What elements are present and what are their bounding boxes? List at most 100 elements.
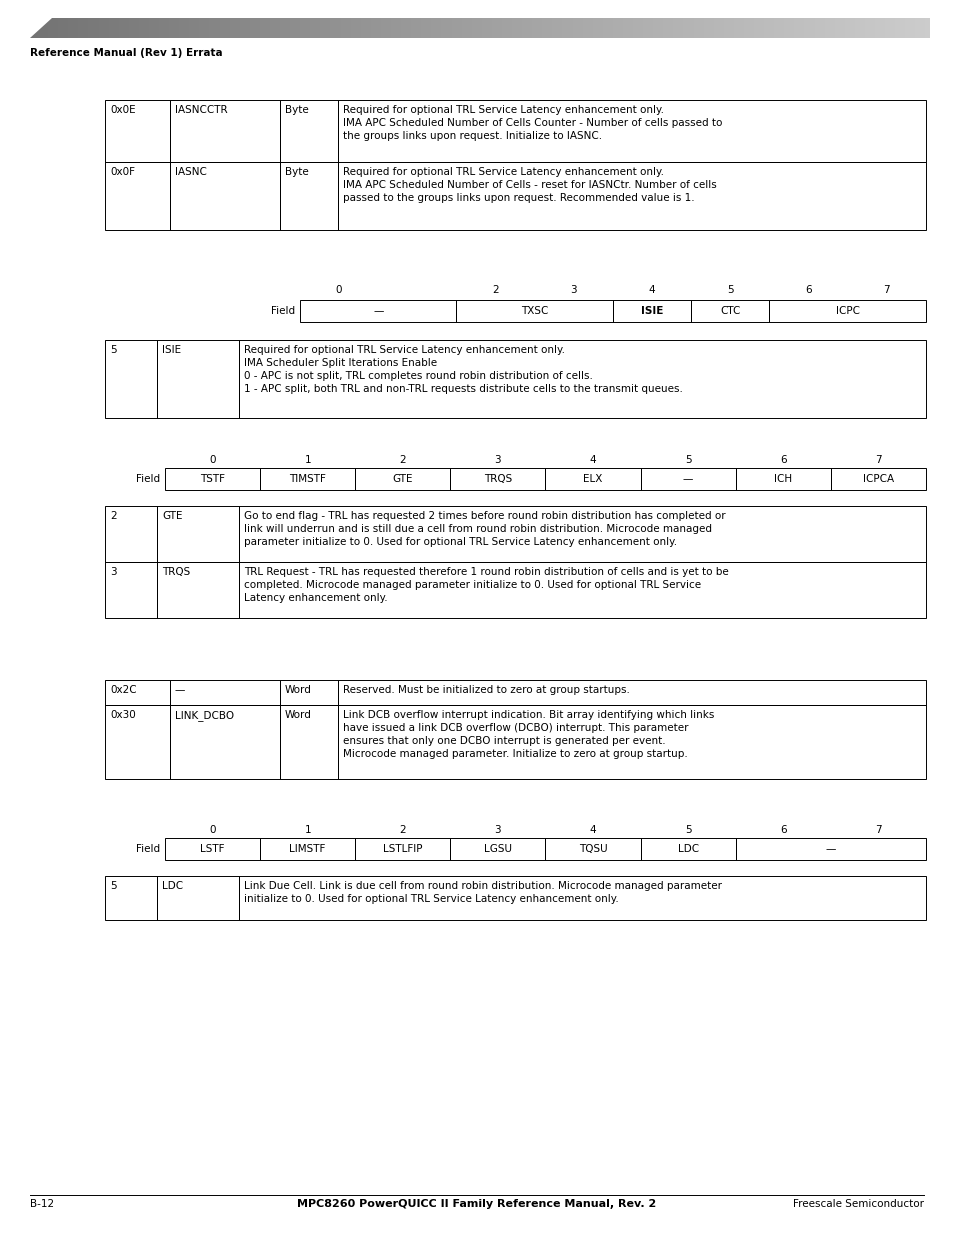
Bar	[502, 19, 503, 38]
Bar	[91, 19, 92, 38]
Bar	[830, 19, 831, 38]
Bar	[333, 19, 334, 38]
Bar	[339, 19, 340, 38]
Bar	[706, 19, 707, 38]
Bar	[657, 19, 658, 38]
Bar	[105, 876, 157, 920]
Bar	[352, 19, 353, 38]
Text: 5: 5	[684, 825, 691, 835]
Bar	[857, 19, 858, 38]
Bar	[457, 19, 458, 38]
Bar	[305, 19, 306, 38]
Bar	[904, 19, 905, 38]
Bar	[803, 19, 804, 38]
Text: Byte: Byte	[285, 105, 309, 115]
Bar	[842, 19, 843, 38]
Bar	[47, 19, 48, 38]
Bar	[911, 19, 912, 38]
Bar	[697, 19, 698, 38]
Bar	[709, 19, 710, 38]
Bar	[424, 19, 426, 38]
Bar	[876, 19, 877, 38]
Bar	[648, 19, 649, 38]
Bar	[485, 19, 486, 38]
Bar	[699, 19, 700, 38]
Bar	[416, 19, 417, 38]
Bar	[426, 19, 427, 38]
Bar	[75, 19, 76, 38]
Bar	[450, 468, 545, 490]
Bar	[895, 19, 896, 38]
Bar	[714, 19, 716, 38]
Bar	[571, 19, 572, 38]
Bar	[891, 19, 892, 38]
Text: B-12: B-12	[30, 1199, 54, 1209]
Bar	[776, 19, 778, 38]
Bar	[375, 19, 376, 38]
Bar	[873, 19, 874, 38]
Bar	[817, 19, 818, 38]
Bar	[306, 19, 307, 38]
Bar	[568, 19, 569, 38]
Bar	[192, 19, 193, 38]
Text: passed to the groups links upon request. Recommended value is 1.: passed to the groups links upon request.…	[343, 193, 694, 203]
Bar	[438, 19, 439, 38]
Bar	[557, 19, 558, 38]
Bar	[778, 19, 779, 38]
Bar	[113, 19, 115, 38]
Bar	[553, 19, 554, 38]
Text: LIMSTF: LIMSTF	[289, 844, 326, 853]
Bar	[729, 19, 730, 38]
Bar	[500, 19, 501, 38]
Bar	[773, 19, 774, 38]
Bar	[107, 19, 108, 38]
Bar	[644, 19, 645, 38]
Bar	[234, 19, 235, 38]
Bar	[206, 19, 207, 38]
Bar	[221, 19, 222, 38]
Bar	[262, 19, 263, 38]
Bar	[809, 19, 810, 38]
Bar	[118, 19, 119, 38]
Bar	[65, 19, 66, 38]
Bar	[169, 19, 170, 38]
Bar	[312, 19, 313, 38]
Bar	[728, 19, 729, 38]
Bar	[846, 19, 847, 38]
Bar	[797, 19, 799, 38]
Bar	[604, 19, 605, 38]
Bar	[577, 19, 578, 38]
Bar	[215, 19, 216, 38]
Bar	[772, 19, 773, 38]
Bar	[637, 19, 638, 38]
Bar	[673, 19, 675, 38]
Text: LINK_DCBO: LINK_DCBO	[174, 710, 233, 721]
Bar	[83, 19, 84, 38]
Text: completed. Microcode managed parameter initialize to 0. Used for optional TRL Se: completed. Microcode managed parameter i…	[244, 580, 700, 590]
Bar	[268, 19, 269, 38]
Bar	[446, 19, 447, 38]
Bar	[358, 19, 359, 38]
Bar	[765, 19, 766, 38]
Text: 1 - APC split, both TRL and non-TRL requests distribute cells to the transmit qu: 1 - APC split, both TRL and non-TRL requ…	[244, 384, 682, 394]
Bar	[453, 19, 454, 38]
Bar	[38, 19, 39, 38]
Bar	[85, 19, 86, 38]
Text: TRQS: TRQS	[483, 474, 512, 484]
Bar	[317, 19, 318, 38]
Text: 2: 2	[492, 285, 498, 295]
Bar	[30, 19, 32, 38]
Bar	[814, 19, 815, 38]
Bar	[125, 19, 126, 38]
Bar	[865, 19, 866, 38]
Bar	[444, 19, 446, 38]
Bar	[916, 19, 917, 38]
Bar	[815, 19, 816, 38]
Bar	[618, 19, 619, 38]
Bar	[179, 19, 180, 38]
Text: the groups links upon request. Initialize to IASNC.: the groups links upon request. Initializ…	[343, 131, 601, 141]
Bar	[289, 19, 290, 38]
Bar	[620, 19, 621, 38]
Bar	[708, 19, 709, 38]
Bar	[162, 19, 163, 38]
